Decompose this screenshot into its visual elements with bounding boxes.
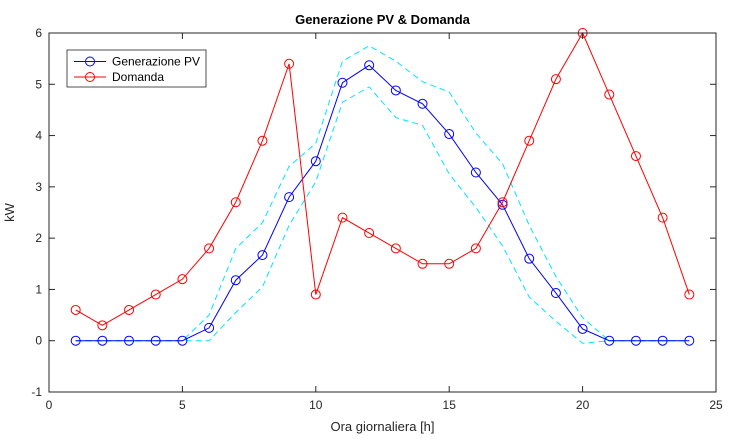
data-point-generazione-pv [257, 250, 268, 261]
data-point-generazione-pv [604, 335, 615, 346]
data-point-generazione-pv [364, 60, 375, 71]
data-point-generazione-pv [497, 199, 508, 210]
series-line-domanda [75, 31, 690, 326]
data-point-domanda [204, 243, 215, 254]
data-point-generazione-pv [550, 288, 561, 299]
x-tick-label: 5 [179, 398, 186, 412]
data-point-domanda [337, 212, 348, 223]
x-tick-label: 25 [709, 398, 723, 412]
data-point-domanda [97, 320, 108, 331]
y-tick-label: -1 [31, 385, 42, 399]
data-point-generazione-pv [204, 322, 215, 333]
data-point-domanda [177, 274, 188, 285]
legend-label-pv: Generazione PV [112, 55, 200, 69]
y-axis-ticks: -1 0 1 2 3 4 5 6 [31, 26, 716, 399]
chart-title: Generazione PV & Domanda [295, 12, 471, 27]
data-point-domanda [417, 258, 428, 269]
y-tick-label: 6 [35, 26, 42, 40]
data-point-generazione-pv [417, 98, 428, 109]
data-point-domanda [230, 197, 241, 208]
data-point-generazione-pv [97, 335, 108, 346]
y-tick-label: 2 [35, 231, 42, 245]
y-axis-label: kW [2, 202, 17, 222]
data-point-domanda [364, 228, 375, 239]
x-tick-label: 10 [309, 398, 323, 412]
y-tick-label: 5 [35, 77, 42, 91]
legend-marker-domanda [85, 72, 95, 82]
x-tick-label: 0 [46, 398, 53, 412]
x-axis-ticks: 0 5 10 15 20 25 [46, 33, 723, 412]
data-point-domanda [497, 197, 508, 208]
data-point-domanda [604, 89, 615, 100]
legend: Generazione PV Domanda [66, 49, 207, 88]
legend-marker-pv [85, 56, 95, 67]
data-point-generazione-pv [577, 323, 588, 334]
data-point-domanda [444, 258, 455, 269]
plot-frame [48, 32, 717, 393]
data-point-domanda [150, 289, 161, 300]
data-point-generazione-pv [150, 335, 161, 346]
data-point-domanda [284, 58, 295, 69]
data-point-generazione-pv [684, 335, 695, 346]
data-point-domanda [124, 304, 135, 315]
data-point-domanda [684, 289, 695, 300]
legend-label-domanda: Domanda [112, 70, 164, 84]
data-point-domanda [630, 151, 641, 162]
data-point-domanda [657, 212, 668, 223]
y-tick-label: 0 [35, 334, 42, 348]
data-point-domanda [310, 289, 321, 300]
y-tick-label: 3 [35, 180, 42, 194]
data-point-domanda [550, 74, 561, 85]
series-layer [70, 28, 695, 346]
data-point-generazione-pv [657, 335, 668, 346]
data-point-generazione-pv [177, 335, 188, 346]
x-tick-label: 15 [443, 398, 457, 412]
data-point-domanda [524, 135, 535, 146]
data-point-generazione-pv [124, 335, 135, 346]
data-point-domanda [470, 243, 481, 254]
data-point-generazione-pv [630, 335, 641, 346]
data-point-generazione-pv [230, 275, 241, 286]
data-point-domanda [257, 135, 268, 146]
data-point-domanda [70, 304, 81, 315]
x-axis-label: Ora giornaliera [h] [330, 419, 434, 434]
x-tick-label: 20 [576, 398, 590, 412]
data-point-generazione-pv [470, 167, 481, 178]
data-point-generazione-pv [310, 156, 321, 167]
data-point-domanda [390, 243, 401, 254]
y-tick-label: 1 [35, 282, 42, 296]
data-point-generazione-pv [444, 129, 455, 140]
y-tick-label: 4 [35, 129, 42, 143]
data-point-generazione-pv [337, 77, 348, 88]
data-point-generazione-pv [390, 85, 401, 96]
data-point-generazione-pv [524, 253, 535, 264]
data-point-generazione-pv [70, 335, 81, 346]
legend-box [66, 49, 207, 88]
data-point-generazione-pv [284, 192, 295, 203]
